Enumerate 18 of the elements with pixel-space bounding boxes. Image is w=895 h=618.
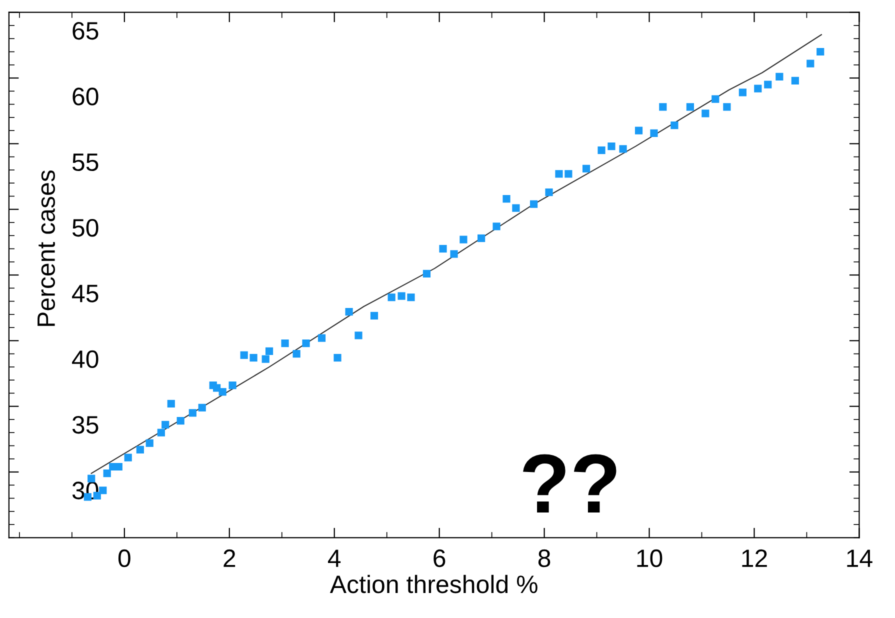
x-tick-label: 4 xyxy=(328,550,341,567)
y-tick-label: 35 xyxy=(72,416,98,434)
x-tick-label: 10 xyxy=(637,549,662,568)
y-tick-label: 50 xyxy=(72,219,98,237)
x-tick-label: 2 xyxy=(224,549,236,567)
y-tick-label: 65 xyxy=(72,22,98,40)
annotation: ?? xyxy=(523,454,616,512)
x-tick-label: 8 xyxy=(538,549,550,568)
x-tick-label: 14 xyxy=(847,550,872,567)
y-tick-label: 60 xyxy=(72,88,98,106)
y-tick-label: 40 xyxy=(72,350,98,368)
x-axis-title: Action threshold % xyxy=(330,574,538,594)
y-tick-label: 55 xyxy=(72,154,98,172)
y-tick-label: 45 xyxy=(72,284,98,302)
x-tick-label: 12 xyxy=(742,549,767,567)
x-tick-label: 6 xyxy=(434,549,446,568)
x-tick-label: 0 xyxy=(118,549,130,568)
y-axis-title: Percent cases xyxy=(38,170,56,326)
